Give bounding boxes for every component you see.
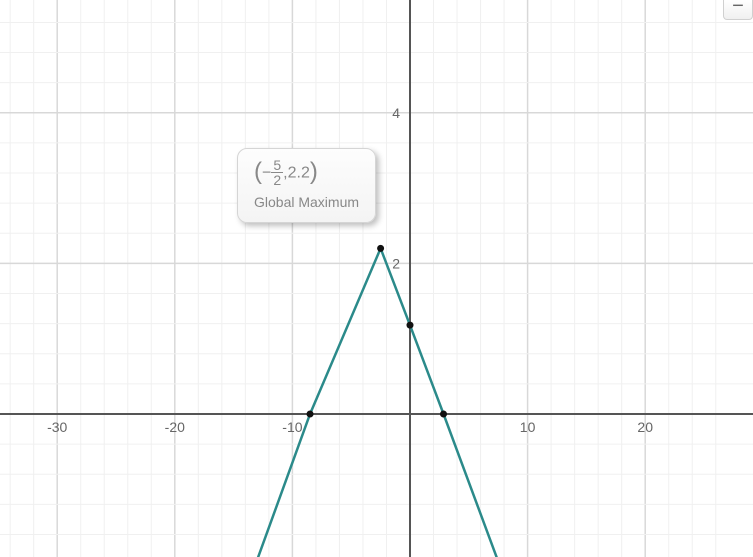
x-axis-tick-label: 20 <box>637 419 653 435</box>
y-axis-tick-label: 4 <box>392 105 400 121</box>
tooltip-frac-num: 5 <box>271 158 283 173</box>
x-axis-tick-label: -10 <box>282 419 302 435</box>
tooltip-close-paren: ) <box>310 158 318 185</box>
axes <box>0 0 753 557</box>
x-axis-tick-label: -30 <box>47 419 67 435</box>
marked-point[interactable] <box>440 411 447 418</box>
marked-point[interactable] <box>307 411 314 418</box>
tooltip-open-paren: ( <box>254 158 262 185</box>
curve-curve <box>234 248 522 557</box>
marked-point[interactable] <box>377 245 384 252</box>
zoom-out-button[interactable]: − <box>723 0 753 20</box>
tooltip-frac-den: 2 <box>271 173 283 187</box>
series <box>234 248 522 557</box>
x-axis-tick-label: 10 <box>520 419 536 435</box>
tooltip-fraction: 52 <box>271 158 283 187</box>
tooltip-coordinate: (−52,2.2) <box>254 159 359 188</box>
marked-point[interactable] <box>407 322 414 329</box>
tooltip-minus: − <box>262 165 271 182</box>
tooltip-label: Global Maximum <box>254 194 359 210</box>
point-tooltip: (−52,2.2) Global Maximum <box>237 148 376 223</box>
y-axis-tick-label: 2 <box>392 255 400 271</box>
gridlines <box>0 0 753 557</box>
x-axis-tick-label: -20 <box>165 419 185 435</box>
plot-area[interactable]: -30 -20 -10 10 20 2 4 (−52,2.2) Global Maximum… <box>0 0 753 557</box>
marked-points <box>307 245 447 418</box>
tooltip-y-value: 2.2 <box>288 165 310 182</box>
minus-icon: − <box>732 0 744 17</box>
plot-svg: -30 -20 -10 10 20 2 4 <box>0 0 753 557</box>
